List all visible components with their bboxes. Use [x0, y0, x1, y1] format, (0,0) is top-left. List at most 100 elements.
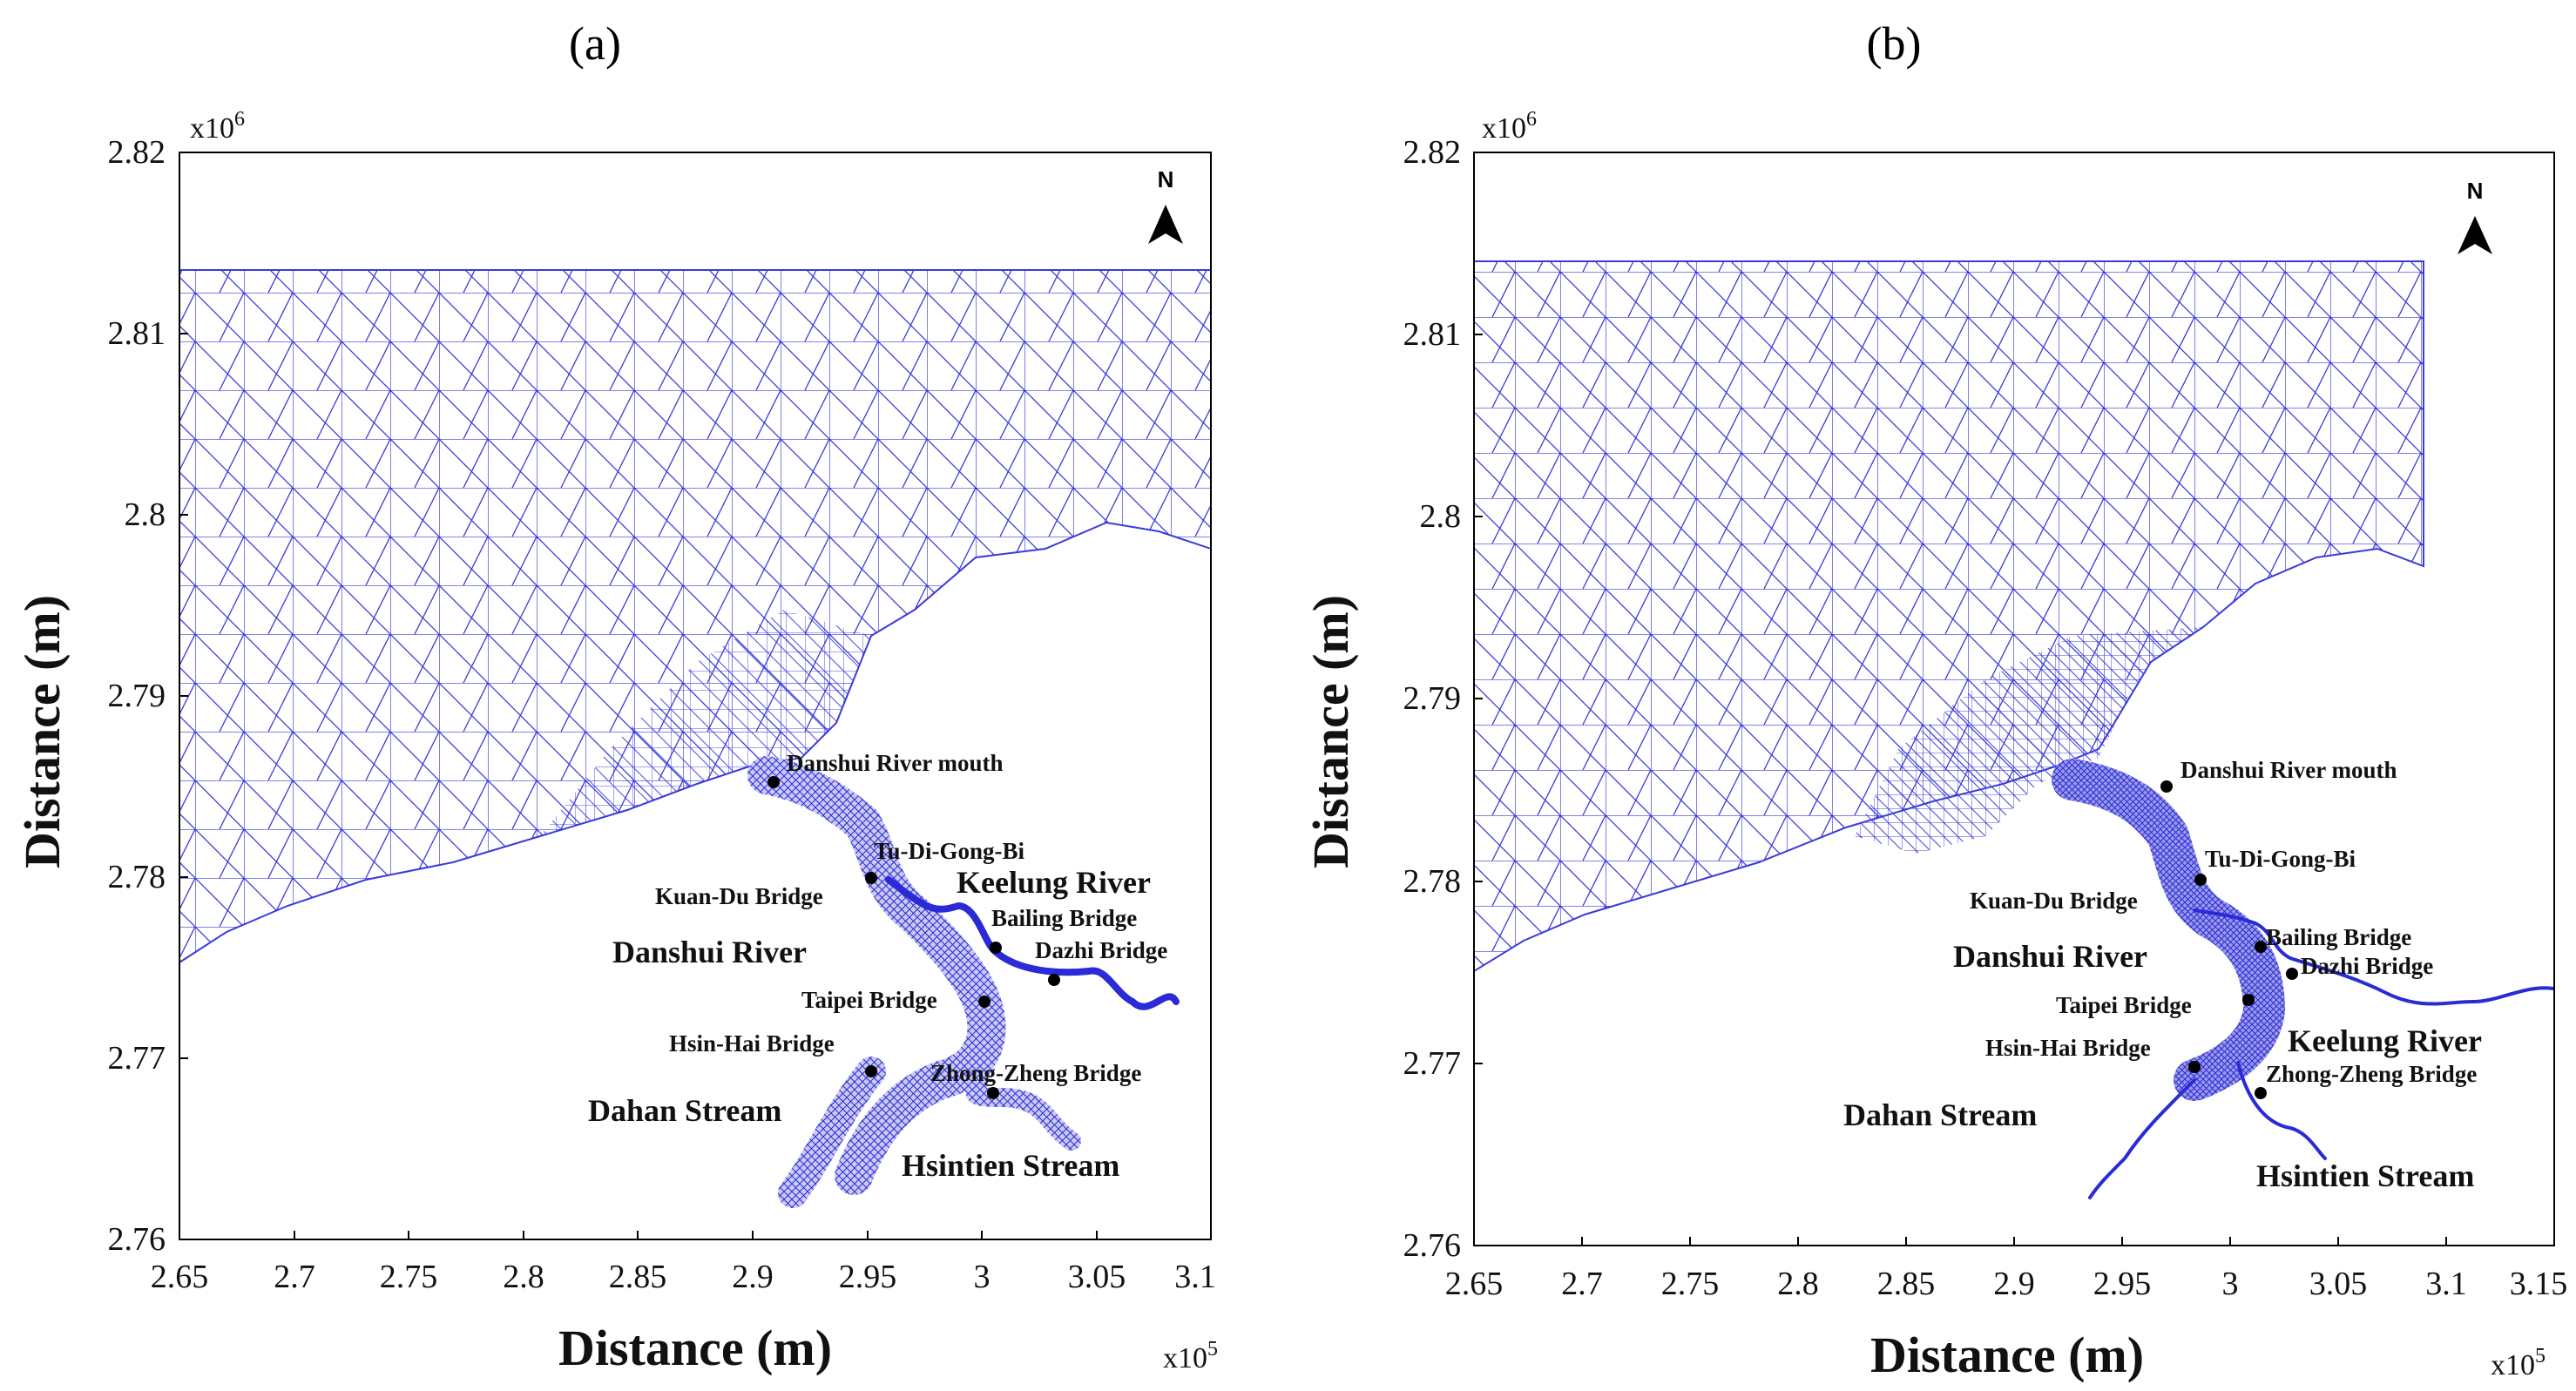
panel-b-label-keelung: Keelung River: [2288, 1023, 2482, 1058]
panel-a-svg: (a) N 2.82 2.81 2.8 2.79 2.78 2.77 2.76 …: [14, 17, 1218, 1376]
panel-b-keelung-channel: [2193, 908, 2554, 1006]
panel-b-xtick: 2.7: [1561, 1266, 1603, 1302]
panel-b-station-taipei: [2242, 994, 2255, 1006]
panel-b-label-zhongzheng: Zhong-Zheng Bridge: [2266, 1061, 2477, 1087]
panel-a-station-hsinhai: [865, 1065, 877, 1077]
panel-a-label-taipei: Taipei Bridge: [801, 987, 937, 1013]
panel-a-y-multiplier: x106: [190, 108, 245, 145]
panel-b-y-ticks: 2.82 2.81 2.8 2.79 2.78 2.77 2.76: [1403, 134, 1462, 1264]
panel-a: (a) N 2.82 2.81 2.8 2.79 2.78 2.77 2.76 …: [14, 17, 1218, 1376]
panel-a-label-hsintien: Hsintien Stream: [902, 1148, 1119, 1183]
panel-b-xtick: 2.8: [1777, 1266, 1819, 1302]
panel-b-xtick: 2.9: [1993, 1266, 2035, 1302]
panel-a-ytick: 2.78: [108, 859, 166, 895]
panel-a-ytick: 2.77: [108, 1040, 166, 1077]
panel-a-station-mouth: [767, 776, 780, 788]
panel-a-station-tudi: [865, 872, 877, 884]
panel-b-label-bailing: Bailing Bridge: [2266, 924, 2411, 950]
panel-b-label-hsintien: Hsintien Stream: [2256, 1158, 2474, 1193]
panel-b-station-zhongzheng: [2255, 1087, 2267, 1099]
panel-b-ytick: 2.8: [1420, 498, 1462, 535]
panel-b-label-hsinhai: Hsin-Hai Bridge: [1985, 1035, 2151, 1061]
panel-b-ytick: 2.77: [1403, 1045, 1462, 1082]
panel-a-hsintien-channel: [965, 1044, 1081, 1151]
panel-b-x-tick-marks: [1581, 1237, 2447, 1246]
panel-a-letter: (a): [569, 17, 621, 70]
panel-b: (b) N 2.82 2.81 2.8 2.79 2.78 2.77 2.76 …: [1288, 0, 2576, 1391]
panel-a-ytick: 2.81: [108, 315, 166, 352]
panel-a-mesh-coarse: [179, 269, 1211, 964]
panel-a-station-bailing: [990, 942, 1002, 954]
panel-b-letter: (b): [1867, 17, 1922, 70]
panel-b-xtick: 3: [2222, 1266, 2239, 1302]
panel-b-station-mouth: [2160, 780, 2173, 793]
panel-a-label-mouth: Danshui River mouth: [787, 750, 1004, 776]
panel-b-ytick: 2.76: [1403, 1227, 1462, 1264]
panel-a-label-kuandu: Kuan-Du Bridge: [655, 883, 823, 909]
panel-b-north-arrow-icon: N: [2458, 178, 2492, 254]
panel-a-ytick: 2.76: [108, 1221, 166, 1258]
panel-a-label-dahan: Dahan Stream: [588, 1093, 781, 1128]
panel-b-label-dazhi: Dazhi Bridge: [2301, 953, 2433, 979]
panel-b-ytick: 2.79: [1403, 680, 1462, 717]
panel-a-ytick: 2.82: [108, 134, 166, 171]
panel-a-y-tick-marks: [179, 333, 188, 1059]
panel-a-mesh: [179, 269, 1211, 1208]
panel-b-ytick: 2.78: [1403, 863, 1462, 900]
panel-b-ytick: 2.81: [1403, 316, 1462, 353]
panel-b-x-multiplier: x105: [2491, 1345, 2546, 1381]
panel-a-label-hsinhai: Hsin-Hai Bridge: [669, 1030, 835, 1057]
panel-b-y-multiplier: x106: [1482, 108, 1537, 145]
panel-a-label-tudi: Tu-Di-Gong-Bi: [874, 838, 1025, 864]
panel-b-mesh: [1474, 260, 2554, 1199]
panel-b-station-tudi: [2194, 874, 2207, 886]
panel-a-ytick: 2.8: [125, 496, 166, 533]
panel-a-x-title: Distance (m): [558, 1320, 832, 1376]
panel-b-svg: (b) N 2.82 2.81 2.8 2.79 2.78 2.77 2.76 …: [1302, 17, 2568, 1383]
panel-a-dahan-channel: [778, 1057, 886, 1208]
panel-a-xtick: 2.9: [732, 1259, 774, 1295]
panel-a-north-arrow-icon: N: [1148, 166, 1183, 244]
panel-b-x-title: Distance (m): [1870, 1327, 2144, 1383]
panel-a-xtick: 3: [974, 1259, 991, 1295]
panel-a-mesh-fine: [540, 610, 871, 836]
panel-a-xtick: 3.1: [1174, 1259, 1216, 1295]
panel-b-north-label: N: [2467, 178, 2484, 204]
panel-b-stations: [2160, 780, 2298, 1099]
panel-a-x-tick-marks: [294, 1231, 1098, 1239]
panel-b-mesh-fine: [1855, 627, 2203, 854]
panel-a-xtick: 2.85: [609, 1259, 667, 1295]
panel-b-danshui-channel: [2052, 759, 2285, 1101]
panel-a-north-label: N: [1158, 166, 1174, 192]
panel-b-dahan-channel: [2088, 1078, 2196, 1199]
panel-b-xtick: 2.95: [2093, 1266, 2152, 1302]
panel-b-xtick: 2.75: [1661, 1266, 1720, 1302]
panel-b-station-dazhi: [2286, 968, 2298, 980]
panel-b-x-ticks: 2.65 2.7 2.75 2.8 2.85 2.9 2.95 3 3.05 3…: [1445, 1266, 2568, 1302]
panel-a-label-danshui: Danshui River: [612, 935, 807, 969]
panel-a-x-multiplier: x105: [1163, 1338, 1218, 1374]
panel-b-label-kuandu: Kuan-Du Bridge: [1970, 888, 2138, 914]
panel-b-ytick: 2.82: [1403, 134, 1462, 171]
panel-b-label-taipei: Taipei Bridge: [2056, 992, 2192, 1018]
panel-b-xtick: 3.1: [2425, 1266, 2467, 1302]
panel-b-label-tudi: Tu-Di-Gong-Bi: [2205, 846, 2356, 872]
panel-b-xtick: 2.85: [1877, 1266, 1936, 1302]
panel-a-label-keelung: Keelung River: [957, 865, 1151, 900]
panel-b-xtick: 3.15: [2510, 1266, 2568, 1302]
panel-a-y-ticks: 2.82 2.81 2.8 2.79 2.78 2.77 2.76: [108, 134, 166, 1258]
panel-a-label-bailing: Bailing Bridge: [991, 905, 1137, 931]
panel-a-stations: [767, 776, 1060, 1099]
panel-a-station-taipei: [978, 996, 991, 1008]
panel-a-xtick: 2.8: [503, 1259, 544, 1295]
panel-b-hsintien-channel: [2236, 1061, 2327, 1160]
panel-b-xtick: 2.65: [1445, 1266, 1504, 1302]
panel-a-xtick: 2.7: [274, 1259, 315, 1295]
panel-a-x-ticks: 2.65 2.7 2.75 2.8 2.85 2.9 2.95 3 3.05 3…: [151, 1259, 1216, 1295]
panel-a-label-zhongzheng: Zhong-Zheng Bridge: [930, 1060, 1141, 1086]
panel-a-xtick: 2.75: [380, 1259, 438, 1295]
panel-a-xtick: 2.95: [839, 1259, 897, 1295]
panel-b-station-bailing: [2255, 941, 2267, 953]
panel-a-station-zhongzheng: [987, 1087, 999, 1099]
panel-a-xtick: 2.65: [151, 1259, 209, 1295]
